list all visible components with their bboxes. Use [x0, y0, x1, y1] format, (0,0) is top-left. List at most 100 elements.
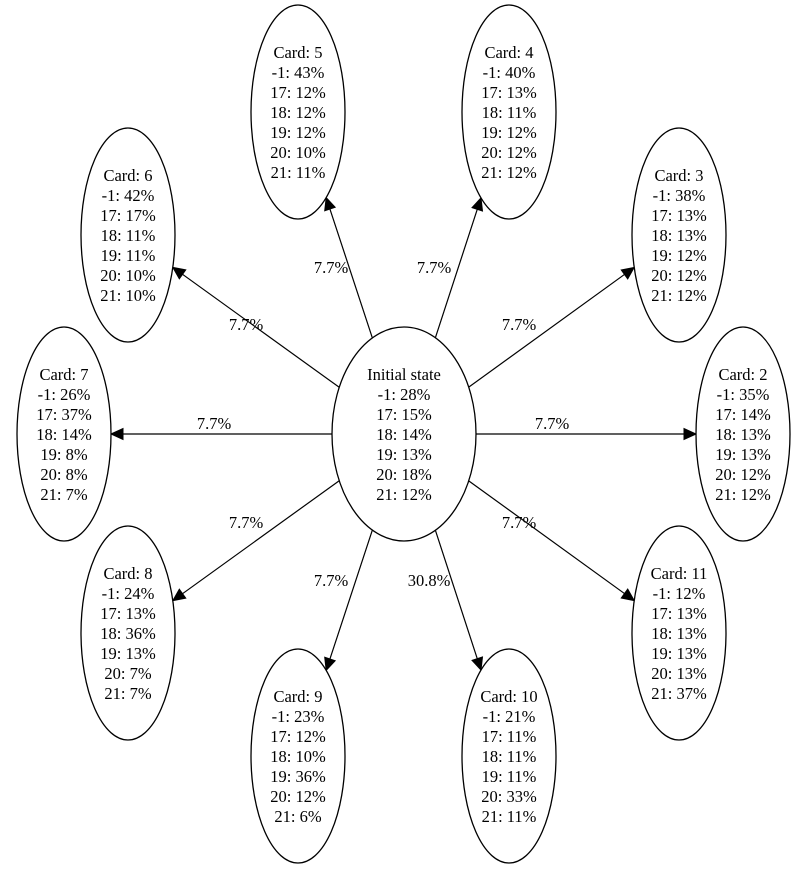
card-8-node-value-line: 17: 13% — [100, 604, 156, 623]
edge-label-card-11: 7.7% — [502, 513, 537, 532]
card-8-node-title: Card: 8 — [103, 564, 152, 583]
initial-state-node-ellipse — [331, 326, 477, 542]
card-10-node-ellipse — [461, 648, 557, 864]
card-5-node-value-line: 17: 12% — [270, 83, 326, 102]
initial-state-node-value-line: 21: 12% — [376, 485, 432, 504]
edge-label-card-9: 7.7% — [314, 571, 349, 590]
arrowhead-card-6 — [171, 266, 187, 280]
arrowhead-card-10 — [471, 656, 484, 672]
card-8-node: Card: 8-1: 24%17: 13%18: 36%19: 13%20: 7… — [80, 525, 176, 741]
card-7-node-title: Card: 7 — [39, 365, 88, 384]
card-10-node-value-line: -1: 21% — [483, 707, 536, 726]
card-2-node-value-line: 20: 12% — [715, 465, 771, 484]
arrowhead-card-8 — [171, 588, 187, 602]
edge-card-9 — [329, 529, 373, 660]
edge-card-6 — [182, 273, 340, 388]
card-5-node-value-line: 19: 12% — [270, 123, 326, 142]
card-7-node-value-line: -1: 26% — [38, 385, 91, 404]
card-10-node: Card: 10-1: 21%17: 11%18: 11%19: 11%20: … — [461, 648, 557, 864]
card-3-node-value-line: 21: 12% — [651, 286, 707, 305]
nodes-layer: Initial state-1: 28%17: 15%18: 14%19: 13… — [16, 4, 791, 864]
card-7-node-ellipse — [16, 326, 112, 542]
initial-state-node-value-line: 20: 18% — [376, 465, 432, 484]
card-6-node-value-line: 19: 11% — [101, 246, 156, 265]
edge-card-5 — [329, 208, 373, 339]
initial-state-node: Initial state-1: 28%17: 15%18: 14%19: 13… — [331, 326, 477, 542]
card-3-node-value-line: 20: 12% — [651, 266, 707, 285]
edge-label-card-2: 7.7% — [535, 414, 570, 433]
card-8-node-value-line: 21: 7% — [104, 684, 151, 703]
card-6-node: Card: 6-1: 42%17: 17%18: 11%19: 11%20: 1… — [80, 127, 176, 343]
card-7-node-value-line: 18: 14% — [36, 425, 92, 444]
edge-card-3 — [468, 273, 625, 388]
card-5-node-value-line: 18: 12% — [270, 103, 326, 122]
card-5-node-value-line: -1: 43% — [272, 63, 325, 82]
card-2-node-value-line: -1: 35% — [717, 385, 770, 404]
card-2-node-ellipse — [695, 326, 791, 542]
arrowhead-card-11 — [620, 588, 636, 602]
card-2-node: Card: 2-1: 35%17: 14%18: 13%19: 13%20: 1… — [695, 326, 791, 542]
arrowhead-card-4 — [471, 196, 484, 212]
card-8-node-value-line: 20: 7% — [104, 664, 151, 683]
initial-state-node-title: Initial state — [367, 365, 441, 384]
arrowhead-card-2 — [683, 427, 698, 441]
card-10-node-value-line: 20: 33% — [481, 787, 537, 806]
edge-label-card-6: 7.7% — [229, 315, 264, 334]
card-7-node: Card: 7-1: 26%17: 37%18: 14%19: 8%20: 8%… — [16, 326, 112, 542]
card-10-node-title: Card: 10 — [480, 687, 537, 706]
card-7-node-value-line: 20: 8% — [40, 465, 87, 484]
card-8-node-value-line: -1: 24% — [102, 584, 155, 603]
card-10-node-value-line: 21: 11% — [482, 807, 537, 826]
card-2-node-value-line: 21: 12% — [715, 485, 771, 504]
edge-label-card-5: 7.7% — [314, 258, 349, 277]
card-9-node-value-line: 19: 36% — [270, 767, 326, 786]
edge-card-10 — [434, 530, 478, 659]
card-8-node-value-line: 18: 36% — [100, 624, 156, 643]
card-2-node-value-line: 17: 14% — [715, 405, 771, 424]
card-5-node-ellipse — [250, 4, 346, 220]
edge-label-card-3: 7.7% — [502, 315, 537, 334]
card-2-node-value-line: 18: 13% — [715, 425, 771, 444]
card-9-node-title: Card: 9 — [273, 687, 322, 706]
card-9-node-ellipse — [250, 648, 346, 864]
card-2-node-title: Card: 2 — [718, 365, 767, 384]
card-2-node-value-line: 19: 13% — [715, 445, 771, 464]
card-10-node-value-line: 19: 11% — [482, 767, 537, 786]
card-6-node-ellipse — [80, 127, 176, 343]
card-3-node-title: Card: 3 — [654, 166, 703, 185]
card-4-node-value-line: 21: 12% — [481, 163, 537, 182]
card-4-node-value-line: 18: 11% — [482, 103, 537, 122]
card-4-node-value-line: 17: 13% — [481, 83, 537, 102]
card-10-node-value-line: 18: 11% — [482, 747, 537, 766]
card-6-node-value-line: 20: 10% — [100, 266, 156, 285]
card-9-node-value-line: 21: 6% — [274, 807, 321, 826]
edge-labels-layer: 7.7% 7.7% 7.7% 7.7% 7.7% 7.7% 7.7% 7.7% 7.7% 30.8… — [197, 258, 570, 590]
card-11-node-value-line: 18: 13% — [651, 624, 707, 643]
card-11-node-value-line: 20: 13% — [651, 664, 707, 683]
card-4-node-title: Card: 4 — [484, 43, 533, 62]
edge-label-card-4: 7.7% — [417, 258, 452, 277]
card-3-node-ellipse — [631, 127, 727, 343]
edges-layer — [109, 196, 698, 672]
arrowhead-card-9 — [324, 656, 337, 672]
edge-label-card-7: 7.7% — [197, 414, 232, 433]
card-11-node-value-line: -1: 12% — [653, 584, 706, 603]
card-9-node-value-line: -1: 23% — [272, 707, 325, 726]
card-8-node-value-line: 19: 13% — [100, 644, 156, 663]
card-4-node-value-line: 20: 12% — [481, 143, 537, 162]
card-5-node-value-line: 20: 10% — [270, 143, 326, 162]
card-6-node-value-line: 17: 17% — [100, 206, 156, 225]
card-7-node-value-line: 21: 7% — [40, 485, 87, 504]
initial-state-node-value-line: -1: 28% — [378, 385, 431, 404]
card-8-node-ellipse — [80, 525, 176, 741]
card-11-node-ellipse — [631, 525, 727, 741]
edge-label-card-8: 7.7% — [229, 513, 264, 532]
edge-card-11 — [468, 480, 625, 595]
card-5-node-title: Card: 5 — [273, 43, 322, 62]
edge-label-card-10: 30.8% — [408, 571, 451, 590]
card-6-node-title: Card: 6 — [103, 166, 152, 185]
initial-state-node-value-line: 19: 13% — [376, 445, 432, 464]
card-11-node-value-line: 19: 13% — [651, 644, 707, 663]
card-4-node-value-line: -1: 40% — [483, 63, 536, 82]
card-6-node-value-line: 21: 10% — [100, 286, 156, 305]
